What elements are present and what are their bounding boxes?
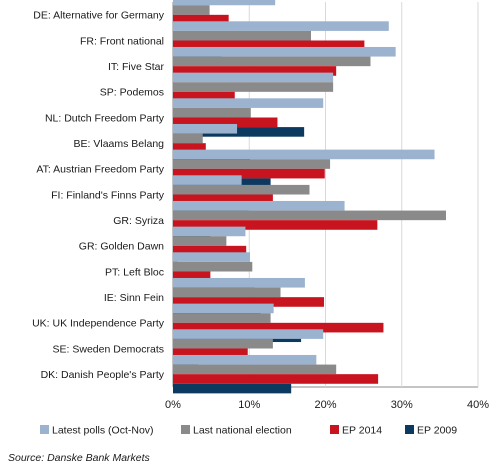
bar <box>173 0 276 6</box>
bar <box>173 261 253 272</box>
bar <box>173 40 365 51</box>
bar <box>173 383 292 394</box>
bar <box>173 184 310 195</box>
source-note: Source: Danske Bank Markets <box>8 452 150 464</box>
legend-swatch <box>405 425 414 434</box>
bar <box>173 374 379 384</box>
bar <box>173 133 203 144</box>
legend-label: Latest polls (Oct-Nov) <box>52 425 154 437</box>
x-tick-labels: 0% 10% 20% 30% 40% <box>165 399 489 411</box>
bar <box>173 5 210 15</box>
bar <box>173 175 242 185</box>
category-label: FI: Finland's Finns Party <box>51 189 165 201</box>
bar <box>173 329 324 339</box>
bar <box>173 21 389 31</box>
bar <box>173 236 227 246</box>
bar <box>173 322 384 333</box>
bar <box>173 194 273 205</box>
bar <box>173 56 371 67</box>
legend-label: EP 2014 <box>342 425 382 437</box>
bar <box>173 277 305 288</box>
category-label: AT: Austrian Freedom Party <box>36 164 164 176</box>
bar <box>173 123 238 134</box>
x-tick-label: 10% <box>238 399 260 411</box>
bar <box>173 287 281 298</box>
bar <box>173 168 325 179</box>
legend-swatch <box>330 425 339 434</box>
x-tick-label: 30% <box>391 399 413 411</box>
bar <box>173 364 337 375</box>
legend-label: Last national election <box>193 425 292 437</box>
bar <box>173 66 337 76</box>
bars <box>173 0 446 394</box>
bar <box>173 226 246 237</box>
category-label: PT: Left Bloc <box>105 266 164 278</box>
category-labels: DE: Alternative for Germany FR: Front nat… <box>32 10 165 381</box>
bar <box>173 107 251 118</box>
bar <box>173 149 435 160</box>
bar <box>173 354 317 365</box>
category-label: IT: Five Star <box>108 61 165 73</box>
bar <box>173 143 206 153</box>
category-label: IE: Sinn Fein <box>104 292 164 304</box>
bar <box>173 271 211 282</box>
bar <box>173 82 334 92</box>
legend-swatch <box>181 425 190 434</box>
bar <box>173 313 271 323</box>
bar <box>173 338 273 349</box>
x-tick-label: 20% <box>314 399 336 411</box>
bar <box>173 252 251 262</box>
category-label: DE: Alternative for Germany <box>33 10 164 22</box>
bar <box>173 127 305 137</box>
bar <box>173 245 247 256</box>
x-tick-label: 40% <box>467 399 489 411</box>
category-label: BE: Vlaams Belang <box>74 138 165 150</box>
category-label: GR: Golden Dawn <box>79 241 164 253</box>
bar <box>173 159 331 169</box>
bar <box>173 72 334 83</box>
category-label: FR: Front national <box>80 35 164 47</box>
legend-label: EP 2009 <box>417 425 457 437</box>
category-label: GR: Syriza <box>113 215 164 227</box>
bar <box>173 303 274 314</box>
bar <box>173 117 278 128</box>
legend: Latest polls (Oct-Nov) Last national elec… <box>40 425 457 437</box>
bar <box>173 46 396 57</box>
bar <box>173 91 235 102</box>
category-label: SE: Sweden Democrats <box>53 343 164 355</box>
legend-swatch <box>40 425 49 434</box>
bar <box>173 297 324 307</box>
bar <box>173 14 229 25</box>
bar <box>173 98 324 108</box>
category-label: NL: Dutch Freedom Party <box>45 112 165 124</box>
bar <box>173 348 248 359</box>
x-tick-label: 0% <box>165 399 181 411</box>
bar <box>173 210 446 221</box>
bar <box>173 220 378 230</box>
bar <box>173 30 312 41</box>
category-label: DK: Danish People's Party <box>41 369 165 381</box>
category-label: UK: UK Independence Party <box>32 318 165 330</box>
bar <box>173 200 345 211</box>
category-label: SP: Podemos <box>100 87 164 99</box>
